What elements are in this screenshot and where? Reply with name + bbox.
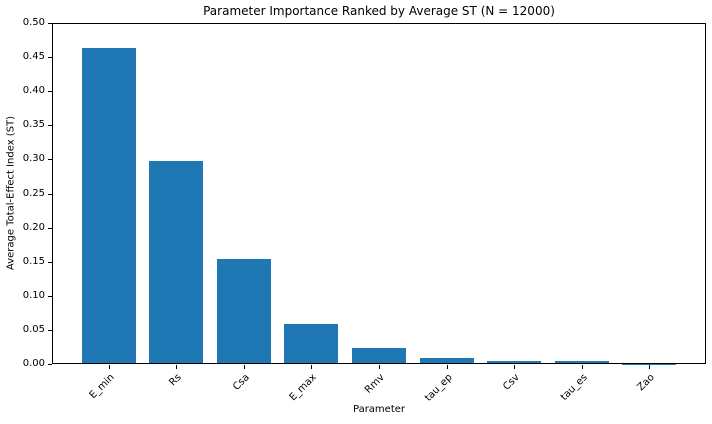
- y-tick-label: 0.35: [22, 119, 45, 131]
- y-tick-label: 0.05: [22, 323, 45, 335]
- bar-Csa: [216, 258, 271, 364]
- x-tick-label: E_min: [87, 372, 117, 402]
- y-tick-label: 0.45: [22, 51, 45, 63]
- x-tick-mark: [514, 365, 516, 369]
- x-tick-mark: [108, 365, 110, 369]
- y-tick-mark: [48, 364, 52, 365]
- bar-tau_es: [554, 361, 609, 364]
- x-tick-mark: [311, 365, 313, 369]
- y-tick-mark: [48, 329, 52, 331]
- bar-Rmv: [351, 348, 407, 364]
- y-tick-label: 0.20: [22, 221, 45, 233]
- y-tick-mark: [48, 159, 52, 161]
- chart-title: Parameter Importance Ranked by Average S…: [203, 4, 555, 18]
- x-axis-label: Parameter: [352, 404, 406, 415]
- x-tick-mark: [649, 365, 651, 369]
- y-tick-label: 0.10: [22, 289, 45, 301]
- x-tick-mark: [379, 365, 380, 369]
- bar-E_max: [284, 323, 339, 364]
- y-tick-mark: [48, 227, 52, 229]
- x-tick-mark: [243, 365, 245, 369]
- y-tick-mark: [48, 261, 52, 263]
- y-tick-mark: [48, 91, 52, 93]
- y-tick-mark: [48, 125, 52, 127]
- y-tick-mark: [48, 295, 52, 297]
- y-tick-label: 0.30: [22, 153, 45, 165]
- bar-Csv: [487, 361, 542, 364]
- y-tick-label: 0.00: [22, 358, 45, 369]
- x-tick-mark: [446, 365, 448, 369]
- bar-Rs: [149, 160, 204, 364]
- y-tick-label: 0.15: [22, 255, 45, 267]
- x-tick-mark: [581, 365, 583, 369]
- y-tick-label: 0.25: [22, 187, 45, 199]
- bar-tau_ep: [419, 357, 474, 364]
- bar-E_min: [81, 48, 136, 364]
- y-tick-label: 0.50: [22, 17, 45, 28]
- y-tick-mark: [48, 193, 52, 195]
- x-tick-mark: [176, 365, 178, 369]
- y-tick-mark: [48, 23, 52, 24]
- y-tick-label: 0.40: [22, 85, 45, 97]
- y-tick-mark: [48, 57, 52, 59]
